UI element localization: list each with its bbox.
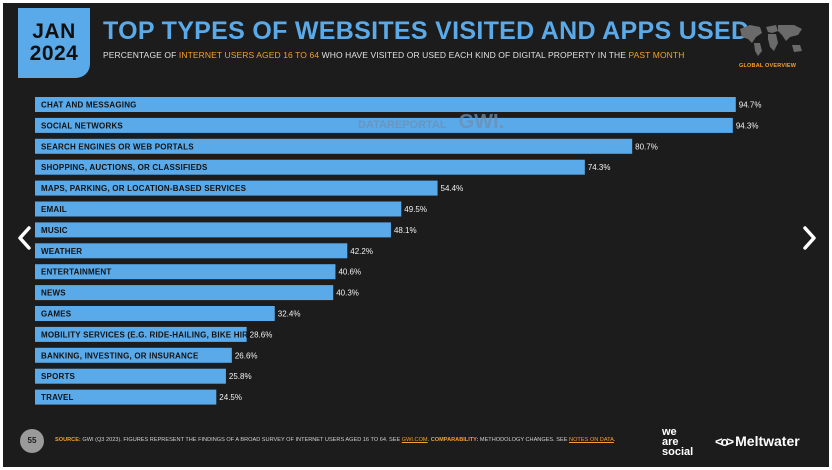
- category-label: MOBILITY SERVICES (E.G. RIDE-HAILING, BI…: [41, 330, 257, 339]
- category-label: EMAIL: [41, 205, 67, 214]
- bar-chart: CHAT AND MESSAGING 94.7% SOCIAL NETWORKS 94…: [35, 97, 761, 405]
- value-label: 94.3%: [736, 121, 759, 130]
- subtitle-highlight-period: PAST MONTH: [628, 50, 685, 60]
- bar: [35, 243, 348, 259]
- value-label: 40.3%: [336, 289, 359, 298]
- bar-row: BANKING, INVESTING, OR INSURANCE 26.6%: [35, 347, 258, 363]
- category-label: ENTERTAINMENT: [41, 268, 111, 277]
- bar-row: WEATHER 42.2%: [35, 243, 373, 259]
- subtitle-part-3: WHO HAVE VISITED OR USED EACH KIND OF DI…: [319, 50, 629, 60]
- scope-label: GLOBAL OVERVIEW: [739, 63, 797, 69]
- bar: [35, 159, 585, 175]
- bar-row: MOBILITY SERVICES (E.G. RIDE-HAILING, BI…: [35, 326, 273, 342]
- comparability-label: COMPARABILITY:: [429, 437, 479, 443]
- value-label: 94.7%: [739, 101, 762, 110]
- bar-row: TRAVEL 24.5%: [35, 389, 242, 405]
- value-label: 42.2%: [350, 247, 373, 256]
- bar-row: CHAT AND MESSAGING 94.7%: [35, 97, 761, 112]
- bar: [35, 326, 247, 342]
- value-label: 24.5%: [219, 393, 242, 402]
- category-label: SOCIAL NETWORKS: [41, 121, 123, 130]
- source-text: GWI (Q3 2023). FIGURES REPRESENT THE FIN…: [80, 437, 402, 443]
- bar: [35, 97, 736, 112]
- value-label: 28.6%: [250, 330, 273, 339]
- subtitle: PERCENTAGE OF INTERNET USERS AGED 16 TO …: [103, 50, 684, 60]
- subtitle-highlight-audience: INTERNET USERS AGED 16 TO 64: [178, 50, 320, 60]
- value-label: 48.1%: [394, 226, 417, 235]
- category-label: WEATHER: [41, 247, 82, 256]
- category-label: SPORTS: [41, 372, 76, 381]
- bar: [35, 117, 733, 133]
- notes-link[interactable]: NOTES ON DATA: [569, 437, 614, 443]
- bar: [35, 347, 232, 363]
- logo-word-we: we: [662, 426, 677, 438]
- watermark-datareportal: DATAREPORTAL: [358, 119, 447, 131]
- source-link[interactable]: GWI.COM: [401, 437, 428, 443]
- bar: [35, 368, 226, 384]
- page-number: 55: [20, 429, 44, 453]
- bar-row: NEWS 40.3%: [35, 285, 359, 301]
- category-label: GAMES: [41, 310, 72, 319]
- bar-row: SOCIAL NETWORKS 94.3%: [35, 117, 759, 133]
- source-note: SOURCE: GWI (Q3 2023). FIGURES REPRESENT…: [55, 437, 615, 443]
- chevron-right-icon[interactable]: [799, 225, 819, 251]
- value-label: 40.6%: [338, 268, 361, 277]
- bar: [35, 222, 391, 238]
- category-label: SHOPPING, AUCTIONS, OR CLASSIFIEDS: [41, 163, 208, 172]
- bar: [35, 201, 402, 217]
- bar-row: GAMES 32.4%: [35, 306, 300, 321]
- slide: JAN 2024 TOP TYPES OF WEBSITES VISITED A…: [3, 3, 829, 467]
- value-label: 80.7%: [635, 142, 658, 151]
- bar: [35, 285, 334, 301]
- watermark-gwi: GWI.: [458, 111, 505, 133]
- bar-row: EMAIL 49.5%: [35, 201, 427, 217]
- category-label: TRAVEL: [41, 393, 74, 402]
- value-label: 26.6%: [235, 351, 258, 360]
- world-map-icon: [740, 25, 802, 56]
- value-label: 32.4%: [278, 310, 301, 319]
- subtitle-part-1: PERCENTAGE OF: [103, 50, 179, 60]
- bar-row: SEARCH ENGINES OR WEB PORTALS 80.7%: [35, 138, 658, 154]
- category-label: MAPS, PARKING, OR LOCATION-BASED SERVICE…: [41, 184, 247, 193]
- category-label: CHAT AND MESSAGING: [41, 101, 137, 110]
- watermark: DATAREPORTAL GWI.: [358, 111, 504, 134]
- we-are-social-logo: we are social: [662, 426, 694, 458]
- source-label: SOURCE:: [55, 437, 81, 443]
- source-end: .: [613, 437, 616, 443]
- value-label: 49.5%: [404, 205, 427, 214]
- bar: [35, 138, 633, 154]
- bar: [35, 264, 336, 280]
- bar-row: SPORTS 25.8%: [35, 368, 252, 384]
- bar: [35, 180, 438, 196]
- category-label: SEARCH ENGINES OR WEB PORTALS: [41, 142, 194, 151]
- bar-row: SHOPPING, AUCTIONS, OR CLASSIFIEDS 74.3%: [35, 159, 611, 175]
- page-title: TOP TYPES OF WEBSITES VISITED AND APPS U…: [103, 17, 750, 45]
- logo-word-social: social: [662, 446, 694, 458]
- category-label: NEWS: [41, 289, 66, 298]
- meltwater-wordmark: Meltwater: [735, 433, 800, 449]
- category-label: BANKING, INVESTING, OR INSURANCE: [41, 351, 199, 360]
- date-badge: JAN 2024: [18, 8, 90, 78]
- comparability-text: METHODOLOGY CHANGES. SEE: [478, 437, 570, 443]
- chevron-left-icon[interactable]: [15, 225, 35, 251]
- bar: [35, 389, 217, 405]
- date-month: JAN: [32, 20, 76, 43]
- bar: [35, 306, 275, 321]
- meltwater-mark-icon: <o>: [715, 434, 734, 449]
- date-year: 2024: [29, 42, 79, 65]
- value-label: 74.3%: [588, 163, 611, 172]
- category-label: MUSIC: [41, 226, 68, 235]
- meltwater-logo: <o> Meltwater: [715, 433, 800, 449]
- bar-row: MAPS, PARKING, OR LOCATION-BASED SERVICE…: [35, 180, 464, 196]
- logo-word-are: are: [662, 436, 679, 448]
- value-label: 25.8%: [229, 372, 252, 381]
- bar-row: MUSIC 48.1%: [35, 222, 417, 238]
- value-label: 54.4%: [441, 184, 464, 193]
- bar-row: ENTERTAINMENT 40.6%: [35, 264, 361, 280]
- source-dot: .: [427, 437, 430, 443]
